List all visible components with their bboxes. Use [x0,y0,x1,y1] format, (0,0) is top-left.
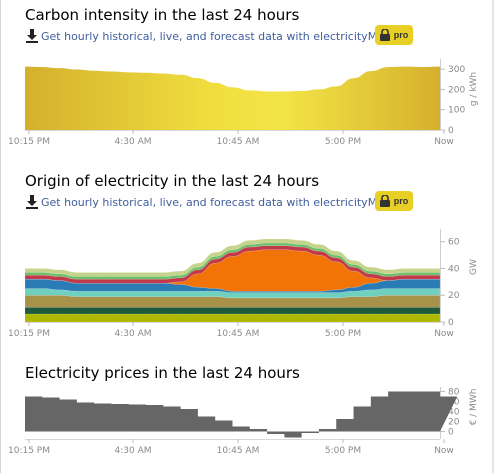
x-tick-label: 4:30 AM [115,329,152,339]
origin-series-area [24,245,441,284]
origin-api-link[interactable]: Get hourly historical, live, and forecas… [41,195,412,209]
carbon-chart: 0 100 200 300 10:15 PM 4:30 AM 10:45 AM 5:00 PM… [8,59,479,147]
y-tick-label: 20 [448,418,460,428]
x-tick-label: Now [434,137,454,147]
unit-label: g / kWh [469,72,479,106]
x-tick-label: 10:45 AM [217,329,260,339]
y-tick-label: 100 [448,106,465,116]
x-tick-label: 10:15 PM [8,137,50,147]
y-tick-label: 0 [448,126,454,136]
origin-series-area [24,278,441,293]
x-tick-label: Now [434,329,454,339]
x-tick-label: 5:00 PM [325,446,361,456]
unit-label: GW [469,259,479,275]
origin-series-area [24,288,441,299]
download-icon [26,195,38,209]
y-tick-label: 0 [448,318,454,328]
y-tick-label: 300 [448,65,465,75]
y-tick-label: 80 [448,388,460,398]
origin-series-area [24,249,441,292]
right-border [492,0,494,473]
carbon-title: Carbon intensity in the last 24 hours [25,6,300,24]
origin-series-area [24,313,441,323]
x-tick-label: 10:15 PM [8,446,50,456]
carbon-intensity-area [25,66,440,130]
carbon-pro-badge[interactable]: pro [375,25,413,45]
y-tick-label: 40 [448,264,460,274]
x-tick-label: 10:45 AM [217,446,260,456]
origin-pro-badge[interactable]: pro [375,191,413,211]
price-area [25,391,458,438]
y-tick-label: 40 [448,408,460,418]
x-tick-label: 5:00 PM [325,137,361,147]
x-tick-label: 10:15 PM [8,329,50,339]
download-icon [26,29,38,43]
origin-series-area [24,242,441,280]
origin-title: Origin of electricity in the last 24 hou… [25,172,320,190]
origin-api-row[interactable]: Get hourly historical, live, and forecas… [26,193,412,211]
carbon-api-row[interactable]: Get hourly historical, live, and forecas… [26,27,412,45]
prices-title: Electricity prices in the last 24 hours [25,364,300,382]
origin-series-area [24,238,441,277]
x-tick-label: Now [434,446,454,456]
left-border [0,0,1,473]
lock-icon [379,29,390,41]
x-tick-label: 4:30 AM [115,446,152,456]
y-tick-label: 200 [448,85,465,95]
y-tick-label: 60 [448,238,460,248]
origin-chart: 0 20 40 60 10:15 PM 4:30 AM 10:45 AM 5:00 PM Now… [8,229,479,339]
x-tick-label: 5:00 PM [325,329,361,339]
unit-label: € / MWh [469,389,479,426]
origin-series-area [24,307,441,315]
x-tick-label: 4:30 AM [115,137,152,147]
lock-icon [379,195,390,207]
x-tick-label: 10:45 AM [217,137,260,147]
carbon-pro-label: pro [393,30,409,40]
y-tick-label: 0 [448,428,454,438]
origin-pro-label: pro [393,196,409,206]
carbon-api-link[interactable]: Get hourly historical, live, and forecas… [41,29,412,43]
y-tick-label: 20 [448,291,460,301]
